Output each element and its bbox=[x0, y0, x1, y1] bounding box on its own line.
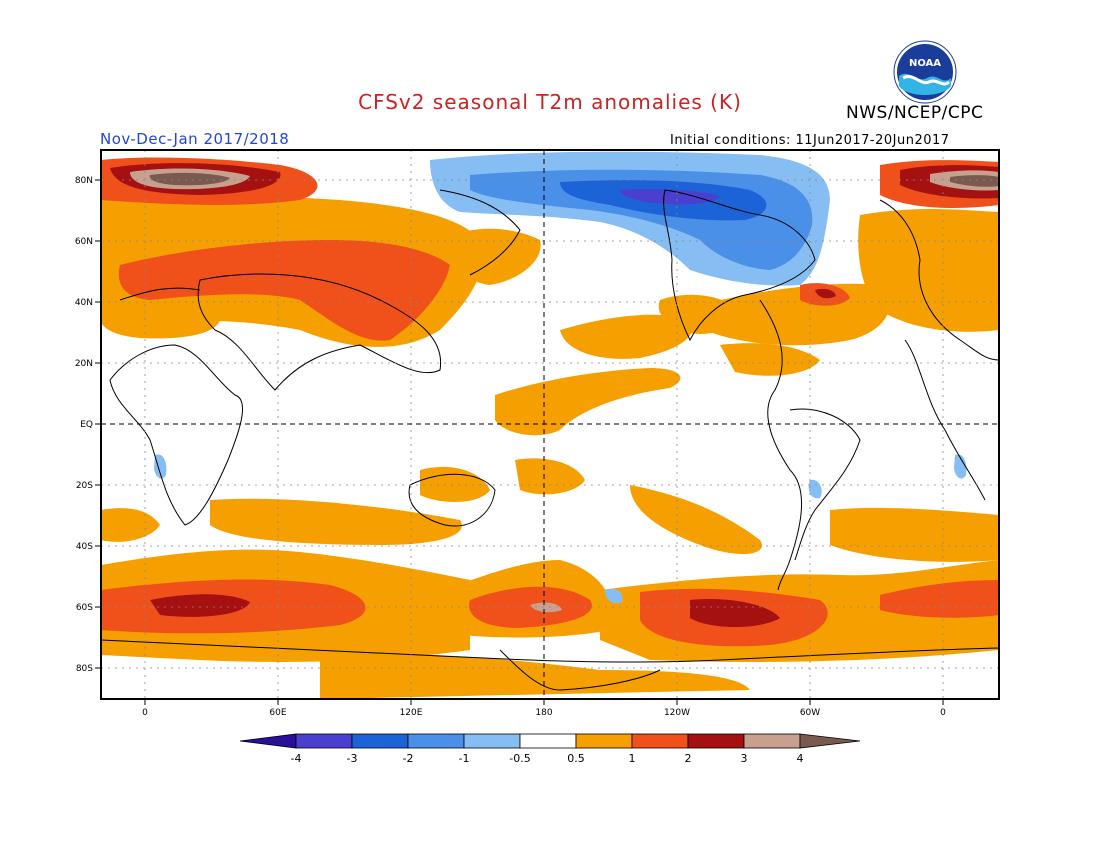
lat-label: 20N bbox=[75, 359, 93, 369]
very-hot-region-south-pacific bbox=[690, 599, 780, 627]
lon-label: 120E bbox=[400, 708, 423, 718]
warm-region-northeast-pacific bbox=[560, 314, 693, 359]
cold-spot-africa-east bbox=[954, 454, 967, 479]
colorbar-swatch bbox=[743, 733, 801, 749]
colorbar-label: -1 bbox=[458, 752, 470, 765]
colorbar-swatch bbox=[575, 733, 633, 749]
colorbar-label: 4 bbox=[796, 752, 804, 765]
agency-label: NWS/NCEP/CPC bbox=[846, 103, 984, 123]
colorbar-swatch bbox=[463, 733, 521, 749]
cold-spot-south-america bbox=[808, 479, 822, 499]
svg-text:NOAA: NOAA bbox=[909, 58, 941, 69]
warm-region-south-atlantic-west bbox=[101, 508, 160, 542]
warm-region-equatorial-pacific bbox=[495, 368, 681, 436]
colorbar-label: -0.5 bbox=[509, 752, 531, 765]
colorbar-label: 0.5 bbox=[567, 752, 585, 765]
max-region-arctic-east bbox=[950, 175, 999, 187]
lon-label: 0 bbox=[142, 708, 148, 718]
colorbar-swatch-lt-4 bbox=[239, 733, 297, 749]
warm-region-antarctic bbox=[320, 653, 750, 699]
coldest-region-arctic bbox=[620, 189, 720, 205]
colorbar-label: -3 bbox=[346, 752, 358, 765]
lon-label: 60W bbox=[800, 708, 820, 718]
tick-marks bbox=[95, 179, 944, 705]
latitude-labels: 80N 60N 40N 20N EQ 20S 40S 60S 80S bbox=[75, 176, 93, 674]
map-field bbox=[101, 150, 999, 699]
warm-region-south-atlantic-east bbox=[830, 507, 999, 562]
very-hot-region-gulf-stream bbox=[815, 288, 836, 299]
lat-label: EQ bbox=[80, 420, 93, 430]
noaa-logo-icon: NOAA bbox=[893, 40, 957, 104]
warm-region-caribbean bbox=[720, 343, 820, 376]
colorbar-label: -4 bbox=[290, 752, 302, 765]
cold-spot-southern-ocean bbox=[604, 588, 623, 604]
lon-label: 120W bbox=[664, 708, 690, 718]
warm-region-north-africa bbox=[101, 300, 220, 339]
colorbar-swatch bbox=[295, 733, 353, 749]
hot-region-south-central bbox=[469, 586, 592, 628]
colorbar-swatch bbox=[631, 733, 689, 749]
very-hot-region-south-atlantic bbox=[150, 594, 250, 617]
warm-region-tasman bbox=[515, 458, 585, 495]
lat-label: 80S bbox=[76, 664, 93, 674]
hot-region-eurasia bbox=[118, 240, 450, 341]
lon-label: 60E bbox=[269, 708, 286, 718]
lat-label: 80N bbox=[75, 176, 93, 186]
colorbar-swatch bbox=[351, 733, 409, 749]
warm-region-south-pacific-streak bbox=[630, 485, 762, 555]
longitude-labels: 0 60E 120E 180 120W 60W 0 bbox=[142, 708, 946, 718]
lat-label: 20S bbox=[76, 481, 93, 491]
hot-region-south-east bbox=[880, 580, 999, 618]
lat-label: 40N bbox=[75, 298, 93, 308]
season-label: Nov-Dec-Jan 2017/2018 bbox=[100, 130, 290, 148]
colorbar-swatch bbox=[407, 733, 465, 749]
colorbar-label: 3 bbox=[740, 752, 748, 765]
colorbar-swatch bbox=[519, 733, 577, 749]
colorbar-label: -2 bbox=[402, 752, 414, 765]
colorbar-label: 2 bbox=[684, 752, 692, 765]
map-title: CFSv2 seasonal T2m anomalies (K) bbox=[358, 90, 742, 114]
cold-spot-africa bbox=[154, 454, 167, 479]
max-region-arctic-europe bbox=[149, 172, 230, 186]
warm-region-europe-east bbox=[858, 208, 999, 332]
lat-label: 40S bbox=[76, 542, 93, 552]
lon-label: 180 bbox=[535, 708, 552, 718]
colorbar-label: 1 bbox=[628, 752, 636, 765]
initial-conditions-label: Initial conditions: 11Jun2017-20Jun2017 bbox=[670, 133, 950, 148]
warm-region-east-asia bbox=[440, 228, 541, 285]
colorbar bbox=[239, 733, 861, 749]
lon-label: 0 bbox=[940, 708, 946, 718]
warm-region-south-indian bbox=[210, 498, 462, 545]
colorbar-swatch bbox=[687, 733, 745, 749]
equator-dateline bbox=[101, 150, 999, 699]
lat-label: 60S bbox=[76, 603, 93, 613]
coastlines bbox=[101, 189, 999, 691]
extreme-region-south-central bbox=[530, 602, 562, 613]
lat-label: 60N bbox=[75, 237, 93, 247]
colorbar-swatch-gt-4 bbox=[799, 733, 861, 749]
